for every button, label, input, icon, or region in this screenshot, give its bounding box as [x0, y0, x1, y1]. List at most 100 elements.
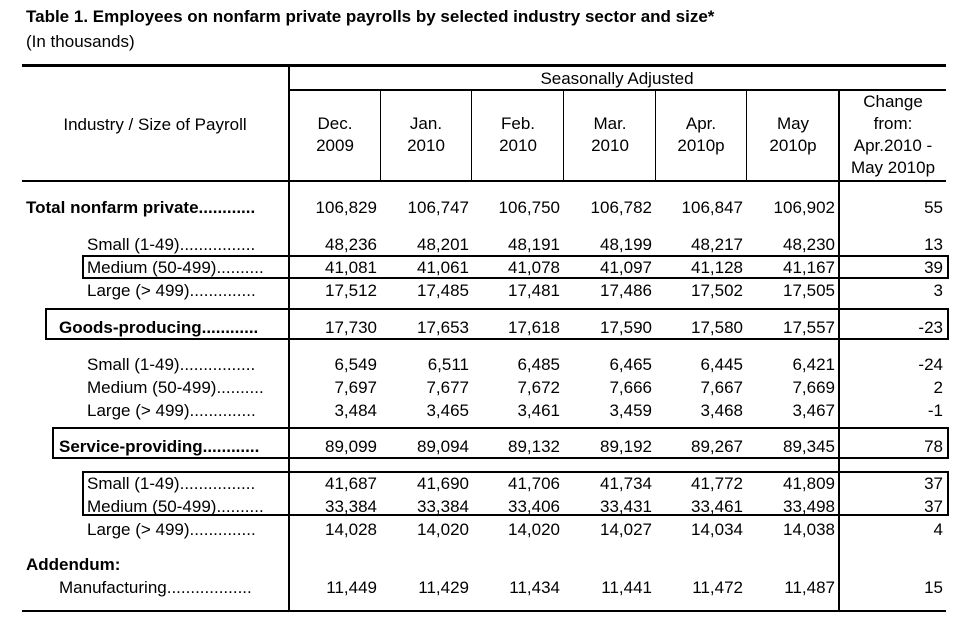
column-header: 2010	[591, 136, 629, 155]
highlight-box-medium	[82, 255, 949, 279]
table-cell: 17,653	[417, 318, 469, 337]
row-leader-dots: ..................	[166, 578, 252, 597]
table-cell: 11,449	[326, 578, 377, 597]
table-cell: 3,467	[792, 401, 835, 420]
row-label-text: Manufacturing	[59, 578, 167, 597]
table-cell: 6,511	[427, 355, 469, 374]
table-cell: 41,687	[325, 474, 377, 493]
highlight-box-service	[52, 427, 949, 459]
table-cell: 17,486	[600, 281, 652, 300]
row-leader-dots: ................	[179, 474, 256, 493]
table-cell: 106,847	[681, 198, 743, 217]
table-cell: 7,669	[792, 378, 835, 397]
table-cell: 14,020	[508, 520, 560, 539]
table-cell: 33,498	[783, 497, 835, 516]
table-cell: 89,345	[783, 437, 835, 456]
table-cell: 41,078	[508, 258, 560, 277]
row-label: Medium (50-499)..........	[87, 378, 264, 398]
table-cell: 6,445	[700, 355, 743, 374]
row-leader-dots: ..........	[216, 258, 264, 277]
column-header: Feb.	[500, 114, 536, 133]
row-label-text: Total nonfarm private	[26, 198, 199, 217]
table-cell: 106,782	[590, 198, 652, 217]
table-cell: 17,730	[325, 318, 377, 337]
table-cell: 17,512	[325, 281, 377, 300]
table-cell: 33,384	[417, 497, 469, 516]
table-cell: 7,672	[517, 378, 560, 397]
table-cell: 41,061	[417, 258, 469, 277]
table-cell: 106,829	[315, 198, 377, 217]
row-label-text: Medium (50-499)	[87, 258, 217, 277]
table-cell: 3,484	[334, 401, 377, 420]
row-label: Goods-producing............	[59, 318, 258, 338]
table-cell: 3,468	[700, 401, 743, 420]
row-leader-dots: ............	[202, 437, 260, 456]
row-label: Large (> 499)..............	[87, 281, 256, 301]
table-cell: 3,465	[426, 401, 469, 420]
table-cell: 89,094	[417, 437, 469, 456]
row-label: Small (1-49)................	[87, 474, 255, 494]
row-label: Service-providing............	[59, 437, 259, 457]
table-cell: 106,750	[498, 198, 560, 217]
table-cell: 41,097	[600, 258, 652, 277]
row-label-text: Medium (50-499)	[87, 378, 217, 397]
table-cell: 6,485	[517, 355, 560, 374]
table-cell: 7,666	[609, 378, 652, 397]
table-cell: 89,267	[691, 437, 743, 456]
header-divider	[471, 90, 472, 181]
row-label: Manufacturing..................	[59, 578, 252, 598]
table-cell: 48,217	[691, 235, 743, 254]
table-cell: 6,549	[334, 355, 377, 374]
column-header: Apr.	[685, 114, 717, 133]
table-cell: 48,230	[783, 235, 835, 254]
table-cell: 33,384	[325, 497, 377, 516]
row-label-text: Small (1-49)	[87, 355, 180, 374]
table-cell: 41,772	[691, 474, 743, 493]
column-header: from:	[873, 114, 913, 133]
table-cell: 7,667	[700, 378, 743, 397]
table-cell: 11,429	[418, 578, 469, 597]
row-label-text: Large (> 499)	[87, 281, 190, 300]
row-label-text: Large (> 499)	[87, 520, 190, 539]
row-leader-dots: ............	[201, 318, 259, 337]
column-header: 2010	[407, 136, 445, 155]
table-cell: 17,590	[600, 318, 652, 337]
table-cell: 7,697	[334, 378, 377, 397]
table-cell: 48,236	[325, 235, 377, 254]
table-cell: 15	[924, 578, 943, 597]
row-leader-dots: ..........	[216, 378, 264, 397]
table-cell: 41,809	[783, 474, 835, 493]
column-header: 2010p	[677, 136, 725, 155]
table-cell: 78	[924, 437, 943, 456]
addendum-label: Addendum:	[26, 555, 121, 574]
table-cell: 3	[933, 281, 943, 300]
table-cell: 48,199	[600, 235, 652, 254]
row-label: Medium (50-499)..........	[87, 497, 264, 517]
table-cell: 14,028	[325, 520, 377, 539]
table-cell: 11,441	[601, 578, 652, 597]
column-header: 2010	[499, 136, 537, 155]
table-cell: 89,099	[325, 437, 377, 456]
row-leader-dots: ..........	[216, 497, 264, 516]
table-cell: 11,472	[692, 578, 743, 597]
row-label: Medium (50-499)..........	[87, 258, 264, 278]
table-cell: 7,677	[426, 378, 469, 397]
row-label-text: Medium (50-499)	[87, 497, 217, 516]
table-cell: 37	[924, 474, 943, 493]
column-header: Mar.	[593, 114, 627, 133]
table-cell: 41,690	[417, 474, 469, 493]
table-cell: 33,406	[508, 497, 560, 516]
table-cell: 13	[924, 235, 943, 254]
table-cell: 48,191	[508, 235, 560, 254]
row-label-text: Small (1-49)	[87, 235, 180, 254]
row-label: Small (1-49)................	[87, 235, 255, 255]
table-cell: 17,505	[783, 281, 835, 300]
table-cell: 17,502	[691, 281, 743, 300]
table-cell: 33,461	[691, 497, 743, 516]
row-leader-dots: ............	[198, 198, 256, 217]
table-cell: 41,167	[783, 258, 835, 277]
table-cell: 106,747	[407, 198, 469, 217]
table-cell: 17,485	[417, 281, 469, 300]
table-cell: 3,461	[517, 401, 560, 420]
table-cell: 17,481	[508, 281, 560, 300]
